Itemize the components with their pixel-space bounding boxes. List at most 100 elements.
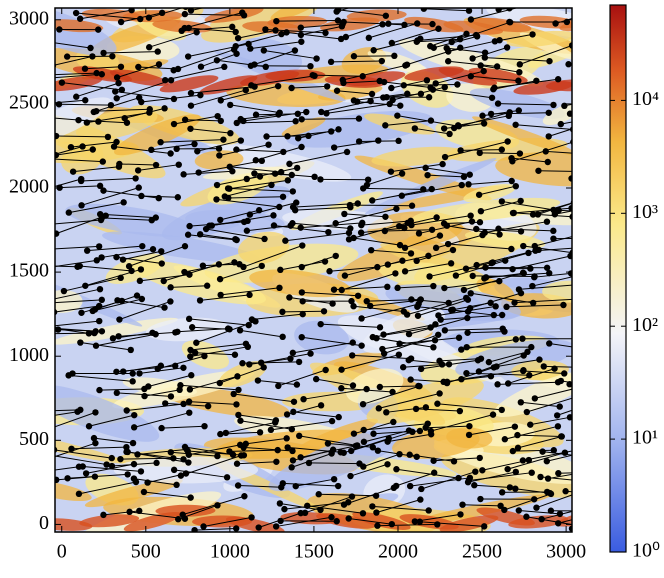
y-tick-label: 2000	[9, 176, 49, 198]
x-tick-label: 500	[131, 541, 161, 563]
particle-end	[136, 184, 142, 190]
particle-end	[182, 11, 188, 17]
particle-end	[441, 125, 447, 131]
particle-end	[153, 214, 159, 220]
particle-end	[368, 247, 374, 253]
particle-end	[321, 308, 327, 314]
particle-end	[322, 367, 328, 373]
colorbar-tick-label: 10¹	[632, 427, 658, 449]
particle-end	[583, 383, 589, 389]
particle-end	[331, 286, 337, 292]
particle-end	[288, 464, 294, 470]
particle-end	[381, 350, 387, 356]
particle-end	[433, 245, 439, 251]
particle-end	[187, 126, 193, 132]
particle-end	[56, 26, 62, 32]
particle-end	[558, 121, 564, 127]
particle-end	[555, 423, 561, 429]
particle-end	[382, 214, 388, 220]
particle-end	[499, 146, 505, 152]
particle-end	[124, 407, 130, 413]
particle-end	[282, 238, 288, 244]
particle-end	[527, 265, 533, 271]
particle-end	[529, 31, 535, 37]
particle-end	[550, 102, 556, 108]
particle-end	[394, 285, 400, 291]
particle-end	[546, 58, 552, 64]
particle-end	[367, 303, 373, 309]
particle-end	[278, 484, 284, 490]
particle-end	[508, 246, 514, 252]
particle-end	[476, 368, 482, 374]
particle-end	[369, 503, 375, 509]
particle-end	[310, 72, 316, 78]
colorbar-tick-label: 10³	[632, 201, 658, 223]
particle-end	[145, 383, 151, 389]
particle-end	[247, 211, 253, 217]
particle-end	[80, 463, 86, 469]
particle-end	[370, 431, 376, 437]
particle-end	[220, 136, 226, 142]
particle-end	[341, 211, 347, 217]
particle-end	[253, 157, 259, 163]
particle-end	[551, 447, 557, 453]
particle-end	[466, 432, 472, 438]
particle-end	[307, 350, 313, 356]
particle-end	[418, 366, 424, 372]
particle-end	[581, 230, 587, 236]
particle-end	[183, 446, 189, 452]
particle-end	[290, 350, 296, 356]
particle-end	[45, 456, 51, 462]
particle-end	[170, 67, 176, 73]
particle-end	[579, 488, 585, 494]
particle-end	[124, 471, 130, 477]
particle-end	[391, 53, 397, 59]
particle-end	[386, 435, 392, 441]
particle-end	[268, 427, 274, 433]
particle-end	[156, 195, 162, 201]
particle-end	[275, 383, 281, 389]
particle-end	[389, 521, 395, 527]
particle-end	[168, 449, 174, 455]
particle-end	[443, 45, 449, 51]
particle-end	[496, 278, 502, 284]
particle-end	[168, 393, 174, 399]
particle-end	[532, 395, 538, 401]
particle-end	[92, 409, 98, 415]
particle-end	[167, 298, 173, 304]
particle-end	[92, 473, 98, 479]
particle-end	[64, 53, 70, 59]
particle-end	[347, 204, 353, 210]
particle-end	[111, 143, 117, 149]
particle-end	[73, 10, 79, 16]
particle-end	[232, 352, 238, 358]
particle-end	[432, 337, 438, 343]
particle-end	[481, 120, 487, 126]
particle-end	[401, 22, 407, 28]
particle-end	[523, 514, 529, 520]
particle-end	[287, 355, 293, 361]
particle-end	[82, 97, 88, 103]
particle-end	[424, 172, 430, 178]
particle-end	[467, 212, 473, 218]
particle-end	[286, 294, 292, 300]
particle-end	[159, 260, 165, 266]
particle-end	[402, 268, 408, 274]
particle-end	[84, 247, 90, 253]
particle-end	[325, 229, 331, 235]
particle-end	[579, 151, 585, 157]
particle-end	[499, 489, 505, 495]
particle-end	[351, 53, 357, 59]
particle-end	[261, 364, 267, 370]
particle-end	[492, 303, 498, 309]
particle-end	[439, 361, 445, 367]
particle-end	[227, 164, 233, 170]
particle-link	[276, 20, 338, 21]
particle-end	[599, 384, 605, 390]
particle-end	[496, 37, 502, 43]
particle-end	[331, 144, 337, 150]
particle-end	[394, 112, 400, 118]
particle-end	[209, 222, 215, 228]
particle-end	[488, 373, 494, 379]
particle-end	[216, 152, 222, 158]
